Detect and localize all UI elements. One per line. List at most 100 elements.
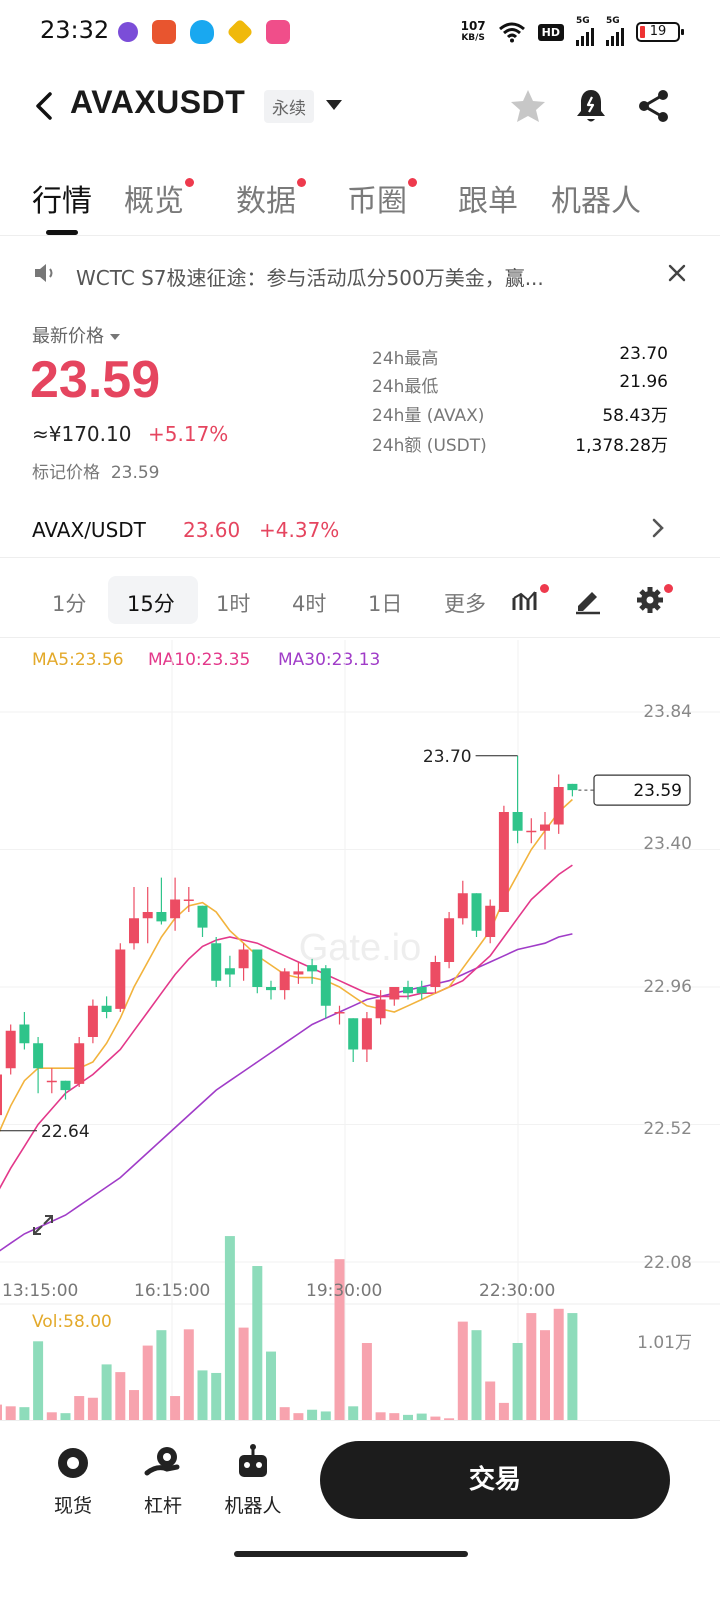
tab-overview[interactable]: 概览 xyxy=(124,176,194,220)
qq-icon xyxy=(190,20,214,44)
candle-body xyxy=(87,1005,98,1037)
latest-price-label[interactable]: 最新价格 xyxy=(32,322,120,348)
volume-bar xyxy=(526,1313,537,1420)
timeframe-bar: 1分 15分 1时 4时 1日 更多 xyxy=(0,566,720,638)
candle-body xyxy=(0,1074,2,1116)
margin-leverage-icon xyxy=(144,1447,180,1476)
candle-body xyxy=(307,965,318,972)
tab-market[interactable]: 行情 xyxy=(32,176,92,220)
close-icon[interactable] xyxy=(666,262,688,284)
watermark-logo: Gate.io xyxy=(299,927,422,969)
signal-label: 5G xyxy=(576,16,590,26)
fullscreen-expand-icon[interactable] xyxy=(30,1212,56,1238)
app-notification-icon xyxy=(152,20,176,44)
timeframe-1d[interactable]: 1日 xyxy=(368,592,403,616)
chevron-right-icon xyxy=(652,518,664,538)
nav-spot[interactable]: 现货 xyxy=(38,1443,108,1518)
contract-type-badge[interactable]: 永续 xyxy=(264,90,314,123)
high-price-annotation: 23.70 xyxy=(423,747,472,767)
volume-bar xyxy=(444,1418,455,1420)
tab-community[interactable]: 币圈 xyxy=(347,176,417,220)
candle-body xyxy=(498,812,509,912)
nav-label: 机器人 xyxy=(224,1495,282,1517)
tab-bots[interactable]: 机器人 xyxy=(551,176,641,220)
signal-icon: 5G xyxy=(576,16,594,46)
nav-margin[interactable]: 杠杆 xyxy=(128,1443,198,1518)
stat-label: 24h最低 xyxy=(372,377,439,397)
candle-body xyxy=(444,918,455,962)
candle-body xyxy=(224,968,235,975)
draw-pen-icon[interactable] xyxy=(572,584,604,616)
volume-bar xyxy=(115,1372,126,1420)
candle-body xyxy=(60,1080,71,1091)
volume-bar xyxy=(375,1412,386,1420)
candlestick-chart[interactable]: Gate.io 23.70 22.64 23.59 xyxy=(0,640,720,1420)
x-tick-label: 13:15:00 xyxy=(2,1281,79,1301)
tab-copy-trading[interactable]: 跟单 xyxy=(458,176,518,220)
timeframe-4h[interactable]: 4时 xyxy=(292,592,327,616)
volume-bar xyxy=(430,1416,441,1420)
volume-bar xyxy=(211,1372,222,1420)
latest-price-label-text: 最新价格 xyxy=(32,326,104,347)
timeframe-1h[interactable]: 1时 xyxy=(216,592,251,616)
indicators-icon[interactable] xyxy=(510,584,542,616)
candle-body xyxy=(320,968,331,1006)
volume-bar xyxy=(60,1413,71,1420)
tab-data[interactable]: 数据 xyxy=(236,176,306,220)
battery-level: 19 xyxy=(649,24,667,39)
ma5-legend: MA5:23.56 xyxy=(32,650,124,670)
status-bar: 23:32 107 KB/S HD 5G 5G 19 xyxy=(0,0,720,66)
candle-body xyxy=(348,1018,359,1050)
nav-bots[interactable]: 机器人 xyxy=(218,1443,288,1518)
candle-body xyxy=(293,971,304,975)
symbol-dropdown-caret-icon[interactable] xyxy=(326,100,342,110)
price-alert-bell-icon[interactable] xyxy=(571,86,611,126)
volume-max-label: 1.01万 xyxy=(637,1333,692,1353)
announcement-text[interactable]: WCTC S7极速征途：参与活动瓜分500万美金，赢... xyxy=(76,266,544,290)
x-tick-label: 22:30:00 xyxy=(479,1281,556,1301)
volume-bar xyxy=(471,1330,482,1420)
signal-label: 5G xyxy=(606,16,620,26)
tab-label: 数据 xyxy=(236,184,296,219)
ma10-legend: MA10:23.35 xyxy=(148,650,251,670)
spot-pair-name: AVAX/USDT xyxy=(32,518,146,542)
volume-bar xyxy=(567,1313,578,1420)
timeframe-more[interactable]: 更多 xyxy=(444,592,486,616)
gear-icon[interactable] xyxy=(634,584,666,616)
candle-body xyxy=(129,918,139,944)
volume-bar xyxy=(457,1321,468,1420)
robot-icon xyxy=(239,1444,267,1477)
hd-badge: HD xyxy=(537,23,564,41)
tab-label: 概览 xyxy=(124,184,184,219)
battery-icon: 19 xyxy=(636,22,684,42)
candle-body xyxy=(416,987,427,994)
volume-bar xyxy=(170,1396,181,1420)
nav-label: 杠杆 xyxy=(143,1495,182,1517)
ma30-legend: MA30:23.13 xyxy=(278,650,381,670)
announcement-bar[interactable]: WCTC S7极速征途：参与活动瓜分500万美金，赢... xyxy=(0,244,720,304)
app-notification-icon xyxy=(118,22,138,42)
speaker-icon xyxy=(35,264,53,282)
volume-bar xyxy=(156,1330,167,1420)
timeframe-15m[interactable]: 15分 xyxy=(127,592,175,616)
share-icon[interactable] xyxy=(634,86,674,126)
volume-bar xyxy=(224,1236,235,1420)
volume-bar xyxy=(348,1406,359,1420)
favorite-star-icon[interactable] xyxy=(508,86,548,126)
stat-value: 23.70 xyxy=(619,344,668,364)
candle-body xyxy=(142,912,153,919)
timeframe-1m[interactable]: 1分 xyxy=(52,592,87,616)
candle-body xyxy=(33,1043,44,1069)
symbol-title[interactable]: AVAXUSDT xyxy=(70,84,246,120)
volume-bar xyxy=(33,1341,44,1420)
back-arrow-icon[interactable] xyxy=(28,88,64,124)
ma10-line xyxy=(0,864,573,1190)
last-price: 23.59 xyxy=(30,351,161,409)
candle-body xyxy=(403,987,413,994)
candle-body xyxy=(5,1030,16,1069)
spot-pair-row[interactable]: AVAX/USDT 23.60 +4.37% xyxy=(0,500,720,558)
candle-body xyxy=(485,905,496,937)
candle-body xyxy=(375,999,386,1019)
low-price-annotation: 22.64 xyxy=(41,1122,90,1142)
trade-button[interactable]: 交易 xyxy=(320,1441,670,1519)
